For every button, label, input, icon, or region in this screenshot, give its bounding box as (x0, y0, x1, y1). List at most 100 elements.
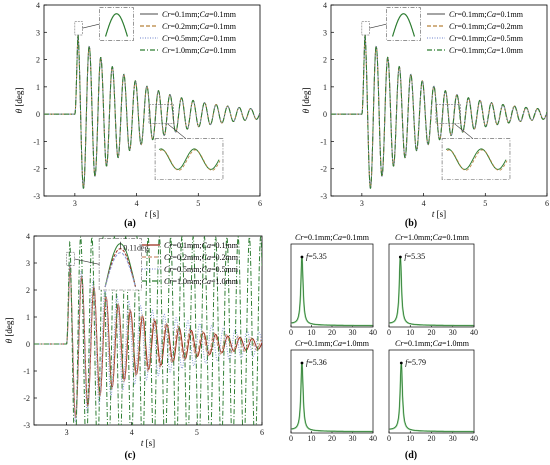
series-line-4 (44, 34, 260, 189)
x-tick-label: 30 (449, 434, 457, 443)
x-tick-label: 6 (545, 199, 549, 208)
x-tick-label: 0 (289, 434, 293, 443)
legend-entry: Cr=0.1mm;Ca=0.1mm (162, 10, 237, 19)
y-tick-label: 4 (26, 232, 30, 241)
y-tick-label: 0 (323, 110, 327, 119)
peak-label: f=5.79 (405, 358, 426, 367)
x-tick-label: 30 (349, 434, 357, 443)
inset-arrow (454, 123, 474, 139)
spectrum-line (389, 255, 474, 326)
peak-label: f=5.35 (306, 252, 327, 261)
x-tick-label: 4 (135, 199, 139, 208)
y-axis-label: θ [deg] (14, 88, 24, 114)
series-line-1 (44, 34, 260, 189)
panel-label: (b) (405, 218, 417, 229)
panel-label: (a) (124, 218, 136, 229)
y-tick-label: 2 (323, 56, 327, 65)
peak-marker (300, 361, 304, 365)
inset-arrow (74, 258, 100, 265)
inset-frame (386, 7, 421, 41)
inset-wave-curve (159, 149, 221, 171)
peak-marker (398, 255, 402, 259)
y-tick-label: 1 (26, 313, 30, 322)
x-tick-label: 0 (387, 328, 391, 337)
series-line-3 (44, 34, 260, 189)
x-tick-label: 10 (406, 434, 414, 443)
subplot-title: Cr=0.1mm;Ca=1.0mm (395, 339, 470, 348)
y-tick-label: 4 (36, 1, 40, 10)
series-line-3 (331, 34, 547, 189)
inset-peak-curve (104, 13, 129, 37)
y-tick-label: 1 (36, 83, 40, 92)
x-axis-label: t [s] (432, 209, 446, 219)
peak-marker (399, 361, 403, 365)
legend-entry: Cr=0.1mm;Ca=0.1mm (164, 241, 239, 250)
inset-arrow (82, 23, 100, 29)
subplot-title: Cr=1.0mm;Ca=0.1mm (395, 233, 470, 242)
inset-frame (441, 138, 511, 180)
zoom-marker (74, 21, 83, 36)
peak-label: f=5.36 (306, 358, 327, 367)
peak-label: f=5.35 (404, 252, 425, 261)
inset-arrow (167, 123, 187, 139)
x-tick-label: 10 (308, 328, 316, 337)
legend-entry: Cr=0.1mm;Ca=0.2mm (449, 22, 524, 31)
series-line-2 (44, 34, 260, 189)
series-line-4 (331, 34, 547, 190)
y-tick-label: 2 (36, 56, 40, 65)
y-tick-label: -2 (33, 165, 40, 174)
x-axis-label: t [s] (141, 438, 155, 448)
x-tick-label: 40 (470, 328, 478, 337)
spectrum-line (291, 362, 373, 432)
x-tick-label: 30 (349, 328, 357, 337)
panel-b: 3 4 5 6 -3 -2 -1 0 1 2 3 4 t [s] θ [deg] Cr=0.1mm;Ca=0… (301, 1, 549, 229)
y-tick-label: -1 (320, 137, 327, 146)
x-tick-label: 4 (130, 428, 134, 437)
legend-entry: Cr=0.1mm;Ca=1.0mm (449, 46, 524, 55)
y-tick-label: 2 (26, 286, 30, 295)
x-tick-label: 40 (369, 328, 377, 337)
inset-wave-curve (446, 149, 508, 171)
legend-entry: Cr=0.2mm;Ca=0.2mm (164, 253, 239, 262)
inset-peak-curve (391, 13, 416, 37)
legend-entry: Cr=0.2mm;Ca=0.1mm (162, 22, 237, 31)
x-tick-label: 30 (449, 328, 457, 337)
legend-entry: Cr=0.1mm;Ca=0.1mm (449, 10, 524, 19)
plot-frame (330, 4, 548, 197)
zoom-marker (435, 104, 461, 124)
x-tick-label: 0 (387, 434, 391, 443)
zoom-marker (66, 251, 75, 266)
legend-entry: Cr=0.1mm;Ca=0.5mm (449, 34, 524, 43)
legend-entry: Cr=1.0mm;Ca=1.0mm (164, 277, 239, 286)
annotation-label: 0.11deg (123, 244, 148, 253)
y-tick-label: -1 (23, 367, 30, 376)
zoom-marker (361, 21, 370, 36)
y-tick-label: 0 (36, 110, 40, 119)
y-tick-label: 0 (26, 340, 30, 349)
subplot-title: Cr=0.1mm;Ca=1.0mm (295, 339, 370, 348)
panel-a: 3 4 5 6 -3 -2 -1 0 1 2 3 4 t [s] θ [deg] Cr=0.1mm;Ca=0… (14, 1, 262, 229)
x-tick-label: 0 (289, 328, 293, 337)
inset-frame (99, 7, 134, 41)
x-tick-label: 5 (195, 428, 199, 437)
y-tick-label: 4 (323, 1, 327, 10)
inset-frame (154, 138, 224, 180)
panel-label: (d) (405, 450, 417, 461)
plot-frame (33, 235, 263, 426)
x-tick-label: 3 (360, 199, 364, 208)
x-tick-label: 20 (428, 434, 436, 443)
zoom-marker (148, 104, 174, 124)
x-tick-label: 6 (258, 199, 262, 208)
y-tick-label: -3 (23, 421, 30, 430)
y-tick-label: 3 (26, 259, 30, 268)
x-tick-label: 20 (328, 434, 336, 443)
legend-entry: Cr=0.5mm;Ca=0.1mm (162, 34, 237, 43)
x-tick-label: 10 (308, 434, 316, 443)
inset-arrow (369, 23, 387, 29)
fft-subplot: Cr=0.1mm;Ca=0.1mm 0 10 20 30 40 f=5.35 (289, 233, 377, 337)
panel-label: (c) (124, 450, 135, 461)
x-tick-label: 4 (422, 199, 426, 208)
series-line-2 (34, 265, 262, 420)
